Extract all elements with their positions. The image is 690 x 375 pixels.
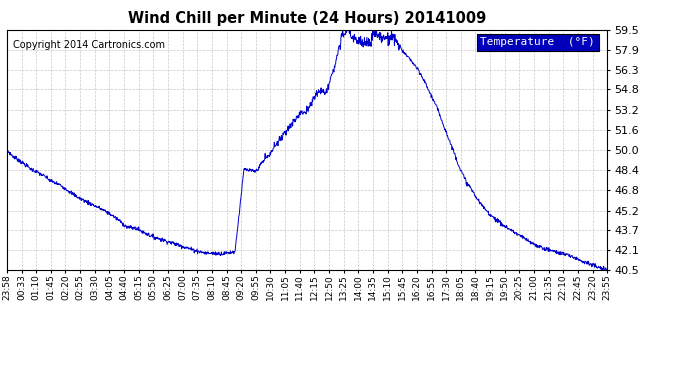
Text: Copyright 2014 Cartronics.com: Copyright 2014 Cartronics.com xyxy=(13,40,165,50)
Text: Temperature  (°F): Temperature (°F) xyxy=(480,37,595,47)
Title: Wind Chill per Minute (24 Hours) 20141009: Wind Chill per Minute (24 Hours) 2014100… xyxy=(128,11,486,26)
